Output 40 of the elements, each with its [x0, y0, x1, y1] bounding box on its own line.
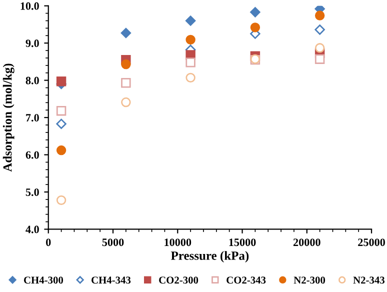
point — [186, 34, 196, 45]
point — [56, 145, 66, 156]
point — [56, 106, 66, 116]
point — [56, 76, 66, 86]
point — [314, 43, 325, 53]
x-tick-label: 10000 — [164, 238, 192, 246]
y-tick-label: 5.0 — [26, 188, 39, 196]
x-tick-label: 5000 — [102, 238, 124, 246]
y-tick-label: 10.0 — [20, 2, 39, 10]
x-axis-title: Pressure (kPa) — [170, 251, 249, 262]
point — [314, 54, 325, 64]
legend-label: CH4-300 — [24, 276, 64, 284]
legend-label: CH4-343 — [92, 276, 131, 284]
point — [314, 24, 325, 35]
legend-label: N2-343 — [353, 276, 385, 284]
point — [121, 97, 131, 108]
point — [250, 22, 260, 32]
x-tick-label: 20000 — [293, 238, 320, 246]
legend-label: CO2-300 — [159, 276, 198, 284]
point — [121, 59, 131, 70]
point — [250, 7, 260, 18]
point — [186, 58, 196, 68]
legend-label: CO2-343 — [226, 276, 266, 284]
y-tick-label: 4.0 — [26, 226, 39, 234]
y-tick-label: 7.0 — [26, 114, 39, 122]
point — [56, 118, 66, 129]
x-tick-label: 15000 — [229, 238, 256, 246]
y-axis-title: Adsorption (mol/kg) — [2, 64, 14, 172]
point — [314, 10, 325, 20]
y-tick-label: 8.0 — [26, 76, 39, 84]
x-tick-label: 0 — [46, 238, 51, 246]
y-tick-label: 6.0 — [26, 151, 39, 159]
y-tick-label: 9.0 — [26, 40, 39, 48]
point — [186, 72, 196, 83]
point — [121, 78, 131, 88]
point — [120, 28, 132, 38]
x-tick-label: 25000 — [358, 238, 385, 246]
point — [56, 195, 66, 206]
legend-label: N2-300 — [294, 276, 326, 284]
point — [185, 16, 196, 26]
